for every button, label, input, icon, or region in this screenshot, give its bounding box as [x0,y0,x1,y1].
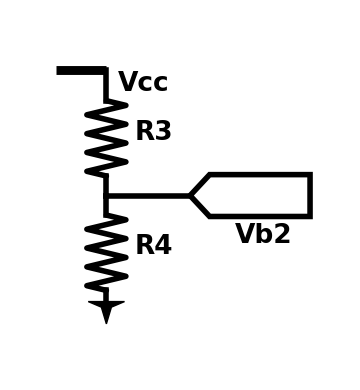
Text: R3: R3 [134,120,173,146]
Text: Vb2: Vb2 [235,223,293,250]
Text: Vcc: Vcc [117,71,169,98]
Polygon shape [88,301,125,324]
Text: R4: R4 [134,234,173,260]
